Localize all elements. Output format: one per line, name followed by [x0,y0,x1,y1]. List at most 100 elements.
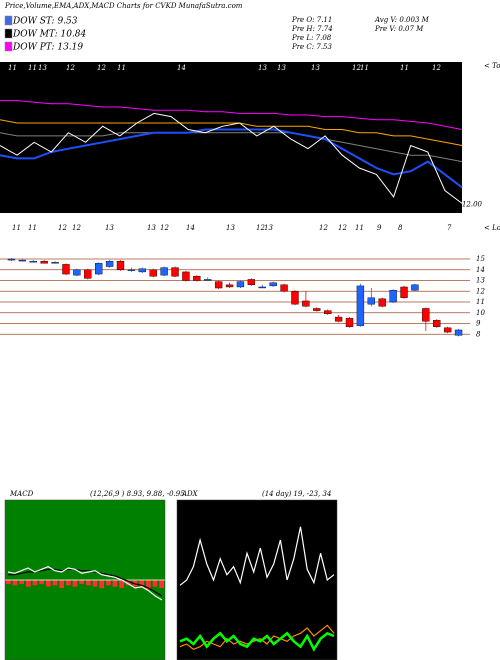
top-date: 11 [8,64,17,72]
candle-body [51,262,59,264]
low-date: 13 [264,224,273,232]
candle-body [389,289,397,303]
candle-body [291,291,299,305]
candle-body [214,281,223,289]
legend-swatch [4,15,13,26]
y-tick-label: 9 [476,320,481,328]
low-date: 9 [377,224,382,232]
candle-body [40,260,48,264]
histogram-bar [112,580,118,587]
low-date: 14 [186,224,195,232]
top-date: 12 [97,64,106,72]
info-text: Pre O: 7.11 [291,16,332,24]
low-date: 7 [447,224,452,232]
top-date: 13 [311,64,320,72]
candle-body [400,286,408,298]
candle-body [302,300,310,307]
candle-body [454,329,463,336]
y-tick-label: 10 [476,309,485,317]
low-date: 13 [226,224,235,232]
panel-bg [176,499,338,660]
histogram-bar [46,580,51,587]
histogram-bar [19,580,24,584]
candle-body [127,269,136,271]
low-date: 13 [147,224,156,232]
candle-body [324,310,332,315]
panel-title: MACD [9,490,34,498]
histogram-bar [146,580,151,590]
histogram-bar [72,580,78,587]
candle-body [236,281,245,288]
histogram-bar [6,580,11,584]
candle-body [225,284,234,288]
price-line [0,112,463,204]
tops-label: < Tops [484,62,500,70]
candle-body [345,317,354,327]
price-line [0,132,463,163]
candle-body [367,297,375,305]
top-date: 14 [177,64,186,72]
histogram-bar [59,580,64,588]
histogram-bar [66,580,71,586]
candle-body [269,282,277,287]
legend-text: DOW MT: 10.84 [12,30,87,40]
top-date: 11 [400,64,409,72]
lows-label: < Lows [484,224,500,232]
candle-body [422,308,430,322]
candle-body [443,327,452,333]
candle-body [433,320,441,327]
info-text: Pre C: 7.53 [291,43,332,51]
indicator-line [179,526,335,586]
panel-bg [0,62,462,213]
price-line [0,128,463,189]
histogram-bar [152,580,158,587]
low-date: 12 [160,224,169,232]
candle-body [204,279,212,281]
low-date: 12 [338,224,347,232]
candle-body [29,260,37,263]
top-date: 13 [258,64,267,72]
histogram-bar [12,580,18,586]
candle-body [95,263,103,275]
candle-body [193,276,201,281]
candle-body [313,308,321,311]
top-date: 11 [28,64,37,72]
info-text: Pre L: 7.08 [291,34,332,42]
legend-text: DOW PT: 13.19 [12,43,83,53]
histogram-bar [92,580,98,587]
low-date: 12 [256,224,265,232]
low-date: 12 [319,224,328,232]
indicator-line [179,631,335,652]
low-date: 8 [398,224,403,232]
histogram-bar [32,580,38,586]
y-tick-label: 11 [476,298,485,306]
legend-text: DOW ST: 9.53 [12,17,78,27]
top-date: 12 [66,64,75,72]
low-date: 11 [355,224,364,232]
histogram-bar [79,580,84,584]
candle-body [138,268,146,273]
y-tick-label: 15 [476,255,485,263]
panel-title: ADX [181,490,199,498]
info-text: Pre H: 7.74 [291,25,333,33]
candle-body [258,286,266,289]
top-date: 11 [117,64,126,72]
page-title: Price,Volume,EMA,ADX,MACD Charts for CVK… [4,2,243,10]
price-line [0,100,463,130]
candle-body [356,285,365,326]
low-date: 11 [28,224,37,232]
histogram-bar [139,580,144,588]
histogram-bar [159,580,164,588]
panel-subtitle: (12,26,9 ) 8.93, 9.88, -0.95 [90,490,185,498]
y-tick-label: 12 [476,287,485,295]
top-date: 12 [432,64,441,72]
candle-body [62,264,70,275]
y-tick-label: 13 [476,277,485,285]
low-date: 13 [105,224,114,232]
candle-body [18,259,27,262]
histogram-bar [39,580,44,584]
legend-swatch [4,28,13,39]
price-line [0,119,463,146]
candle-body [411,284,419,291]
